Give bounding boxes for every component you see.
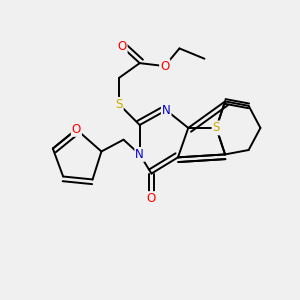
Text: O: O xyxy=(147,192,156,205)
Text: O: O xyxy=(117,40,127,53)
Text: N: N xyxy=(135,148,144,161)
Text: O: O xyxy=(160,60,169,73)
Text: N: N xyxy=(162,104,171,117)
Text: S: S xyxy=(213,122,220,134)
Text: S: S xyxy=(116,98,123,111)
Text: O: O xyxy=(72,123,81,136)
